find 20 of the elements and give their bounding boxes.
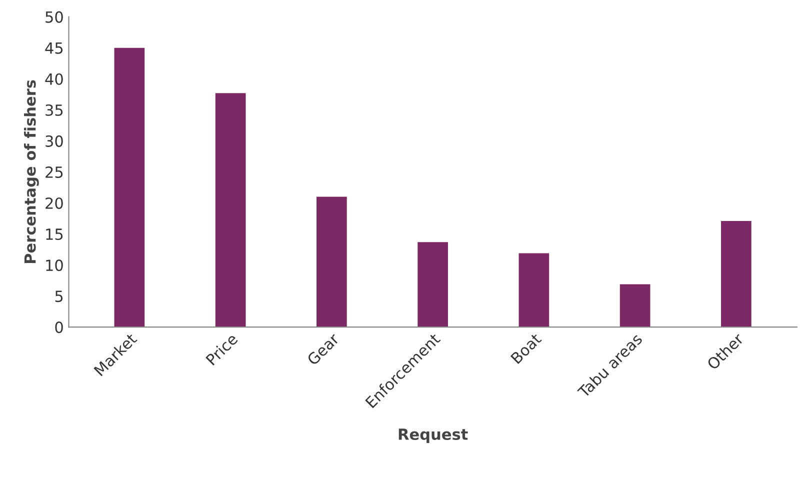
y-tick-label: 30: [46, 135, 63, 147]
y-tick-label: 50: [46, 11, 63, 23]
bar: [721, 220, 752, 328]
y-tick-label: 20: [46, 197, 63, 210]
bar: [518, 253, 550, 328]
y-tick-label: 25: [46, 166, 63, 178]
y-tick-label: 5: [55, 290, 63, 302]
y-tick-label: 10: [46, 259, 63, 272]
y-tick-label: 35: [46, 104, 63, 116]
y-tick-label: 45: [45, 42, 63, 54]
bar: [418, 242, 448, 328]
y-tick-label: 15: [46, 228, 63, 240]
bar: [215, 93, 246, 328]
bar: [620, 284, 650, 328]
y-axis-title: Percentage of fishers: [24, 80, 39, 264]
y-tick-label: 0: [55, 322, 63, 334]
bar: [316, 196, 347, 328]
x-axis-title: Request: [398, 428, 468, 443]
bar: [114, 48, 145, 328]
y-tick-label: 40: [45, 73, 63, 85]
